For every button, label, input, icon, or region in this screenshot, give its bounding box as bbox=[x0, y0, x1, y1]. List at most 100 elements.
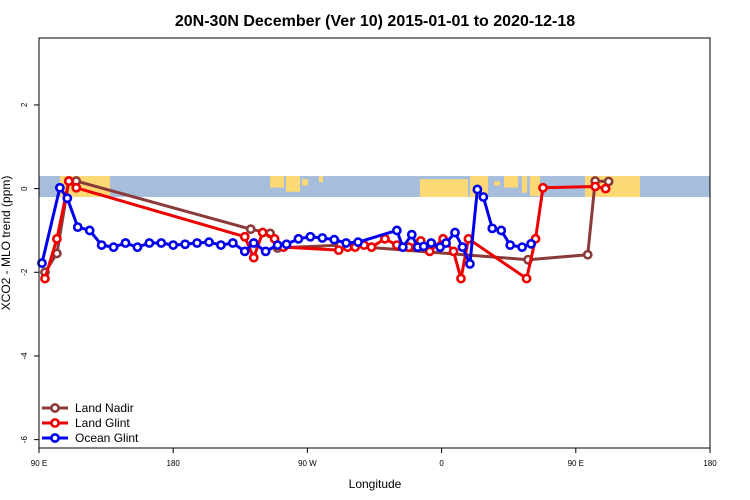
legend-label: Land Nadir bbox=[75, 401, 134, 415]
data-point bbox=[496, 225, 507, 236]
data-point bbox=[281, 239, 292, 250]
data-point bbox=[293, 233, 304, 244]
data-point bbox=[37, 258, 47, 268]
data-point bbox=[51, 233, 62, 244]
data-point bbox=[333, 245, 344, 256]
legend-label: Land Glint bbox=[75, 416, 130, 430]
data-point bbox=[40, 273, 50, 284]
data-point bbox=[538, 182, 548, 193]
data-point bbox=[305, 231, 316, 242]
data-point bbox=[54, 182, 65, 193]
data-point bbox=[517, 242, 528, 253]
data-point bbox=[418, 241, 429, 252]
data-point bbox=[227, 238, 238, 248]
map-land bbox=[494, 181, 500, 186]
map-land bbox=[530, 176, 540, 196]
data-point bbox=[456, 273, 466, 284]
data-point bbox=[465, 259, 475, 269]
data-point bbox=[204, 237, 214, 248]
y-tick-label: 0 bbox=[20, 186, 29, 191]
data-point bbox=[72, 222, 83, 233]
y-tick-label: -6 bbox=[20, 436, 29, 444]
data-point bbox=[239, 231, 250, 242]
data-point bbox=[526, 238, 536, 249]
data-point bbox=[450, 227, 460, 238]
x-tick-label: 90 E bbox=[568, 459, 584, 468]
data-point bbox=[505, 240, 516, 250]
map-land bbox=[420, 179, 468, 197]
x-axis-label: Longitude bbox=[349, 477, 402, 491]
chart-title: 20N-30N December (Ver 10) 2015-01-01 to … bbox=[175, 13, 575, 30]
legend-item: Land Nadir bbox=[42, 401, 134, 415]
y-tick-label: -2 bbox=[20, 268, 29, 276]
data-point bbox=[457, 242, 468, 253]
data-point bbox=[96, 240, 107, 250]
data-point bbox=[62, 193, 73, 204]
data-point bbox=[448, 246, 459, 257]
data-point bbox=[108, 242, 119, 253]
data-point bbox=[487, 223, 498, 234]
data-point bbox=[192, 238, 202, 248]
map-land bbox=[302, 179, 308, 186]
data-point bbox=[248, 238, 259, 248]
y-tick-label: -4 bbox=[20, 352, 29, 360]
legend-swatch-marker bbox=[50, 403, 60, 413]
data-point bbox=[120, 238, 131, 248]
series-ocean-glint bbox=[37, 182, 536, 269]
data-point bbox=[366, 242, 377, 253]
map-land bbox=[270, 176, 284, 188]
data-point bbox=[391, 225, 402, 236]
data-point bbox=[478, 192, 489, 202]
data-point bbox=[144, 238, 155, 248]
data-point bbox=[397, 242, 408, 253]
data-point bbox=[245, 224, 256, 235]
legend-item: Land Glint bbox=[42, 416, 130, 430]
data-point bbox=[353, 237, 363, 248]
series-line bbox=[40, 186, 532, 266]
data-point bbox=[426, 238, 437, 248]
x-axis: 90 E 180 90 W 0 90 E 180 bbox=[31, 448, 717, 468]
data-point bbox=[406, 229, 417, 240]
data-point bbox=[329, 234, 340, 245]
data-point bbox=[216, 240, 226, 250]
data-point bbox=[257, 227, 268, 238]
plot-frame bbox=[38, 37, 711, 449]
data-point bbox=[156, 238, 167, 248]
data-point bbox=[341, 238, 352, 248]
map-land bbox=[286, 176, 300, 192]
map-land bbox=[522, 176, 527, 193]
x-tick-label: 180 bbox=[167, 459, 181, 468]
map-land bbox=[319, 176, 323, 183]
map-land bbox=[504, 176, 518, 188]
data-point bbox=[582, 249, 593, 260]
legend-swatch-marker bbox=[50, 418, 60, 428]
data-point bbox=[317, 233, 328, 243]
data-point bbox=[63, 176, 74, 186]
y-axis-label: XCO2 - MLO trend (ppm) bbox=[0, 176, 13, 311]
data-point bbox=[521, 273, 532, 284]
data-point bbox=[472, 184, 483, 195]
data-point bbox=[71, 182, 82, 193]
data-point bbox=[84, 225, 95, 236]
data-point bbox=[272, 240, 283, 250]
data-point bbox=[441, 238, 451, 248]
data-point bbox=[590, 181, 601, 192]
y-axis: 2 0 -2 -4 -6 bbox=[20, 102, 39, 443]
data-point bbox=[168, 240, 179, 250]
x-tick-label: 90 E bbox=[31, 459, 47, 468]
legend-label: Ocean Glint bbox=[75, 431, 139, 445]
data-point bbox=[248, 252, 259, 263]
x-tick-label: 180 bbox=[703, 459, 717, 468]
legend-item: Ocean Glint bbox=[42, 431, 139, 445]
data-point bbox=[180, 239, 191, 250]
data-point bbox=[600, 183, 611, 194]
data-point bbox=[132, 242, 143, 253]
series-layer bbox=[37, 176, 614, 284]
data-point bbox=[260, 246, 271, 257]
y-tick-label: 2 bbox=[20, 102, 29, 107]
legend-swatch-marker bbox=[50, 433, 60, 443]
x-tick-label: 90 W bbox=[298, 459, 317, 468]
x-tick-label: 0 bbox=[439, 459, 444, 468]
